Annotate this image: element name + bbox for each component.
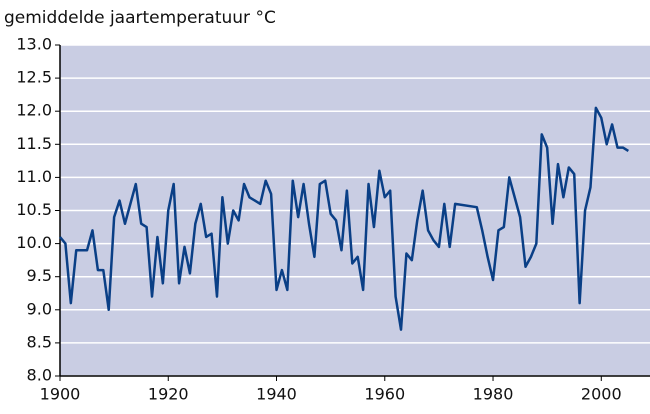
chart-title: gemiddelde jaartemperatuur °C xyxy=(4,8,276,28)
y-tick-label: 8.5 xyxy=(27,332,52,351)
y-tick-label: 12.0 xyxy=(16,101,52,120)
x-tick-label: 1980 xyxy=(473,385,514,404)
y-tick-label: 11.0 xyxy=(16,167,52,186)
y-tick-label: 10.0 xyxy=(16,233,52,252)
x-tick-label: 2000 xyxy=(581,385,622,404)
x-tick-label: 1900 xyxy=(40,385,81,404)
x-tick-label: 1940 xyxy=(256,385,297,404)
y-tick-label: 11.5 xyxy=(16,134,52,153)
y-tick-label: 12.5 xyxy=(16,68,52,87)
y-tick-label: 13.0 xyxy=(16,35,52,54)
x-tick-label: 1920 xyxy=(148,385,189,404)
y-tick-label: 9.5 xyxy=(27,266,52,285)
y-tick-label: 8.0 xyxy=(27,366,52,385)
line xyxy=(59,106,630,331)
x-tick-label: 1960 xyxy=(364,385,405,404)
y-tick-label: 10.5 xyxy=(16,200,52,219)
y-tick-label: 9.0 xyxy=(27,299,52,318)
